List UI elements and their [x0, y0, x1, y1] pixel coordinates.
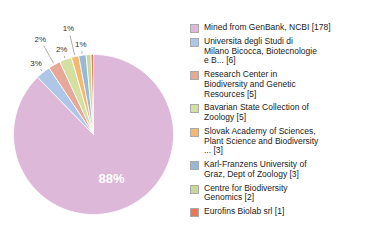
html-text:Universita degli Studi di Mila: Universita degli Studi di Milano Bicocca… [204, 35, 317, 66]
html-text:Mined from GenBank, NCBI [178]: Mined from GenBank, NCBI [178] [204, 21, 331, 32]
html-text:Bavarian State Collection of Z: Bavarian State Collection of Zoology [5] [204, 102, 309, 123]
html-text:Karl-Franzens University of Gr: Karl-Franzens University of Graz, Dept o… [204, 159, 307, 179]
svg-text:2%: 2% [35, 35, 47, 44]
html-text:Slovak Academy of Sciences, Pl: Slovak Academy of Sciences, Plant Scienc… [204, 125, 319, 156]
html-text:Eurofins Biolab srl [1]: Eurofins Biolab srl [1] [204, 206, 285, 217]
html-text:Research Center in Biodiversit: Research Center in Biodiversity and Gene… [204, 69, 296, 99]
svg-text:3%: 3% [30, 59, 42, 68]
svg-text:1%: 1% [63, 24, 75, 33]
html-text:Centre for Biodiversity Genomi: Centre for Biodiversity Genomics [2] [204, 182, 288, 203]
svg-text:2%: 2% [56, 45, 68, 54]
svg-text:1%: 1% [75, 40, 87, 49]
svg-text:88%: 88% [99, 171, 125, 186]
